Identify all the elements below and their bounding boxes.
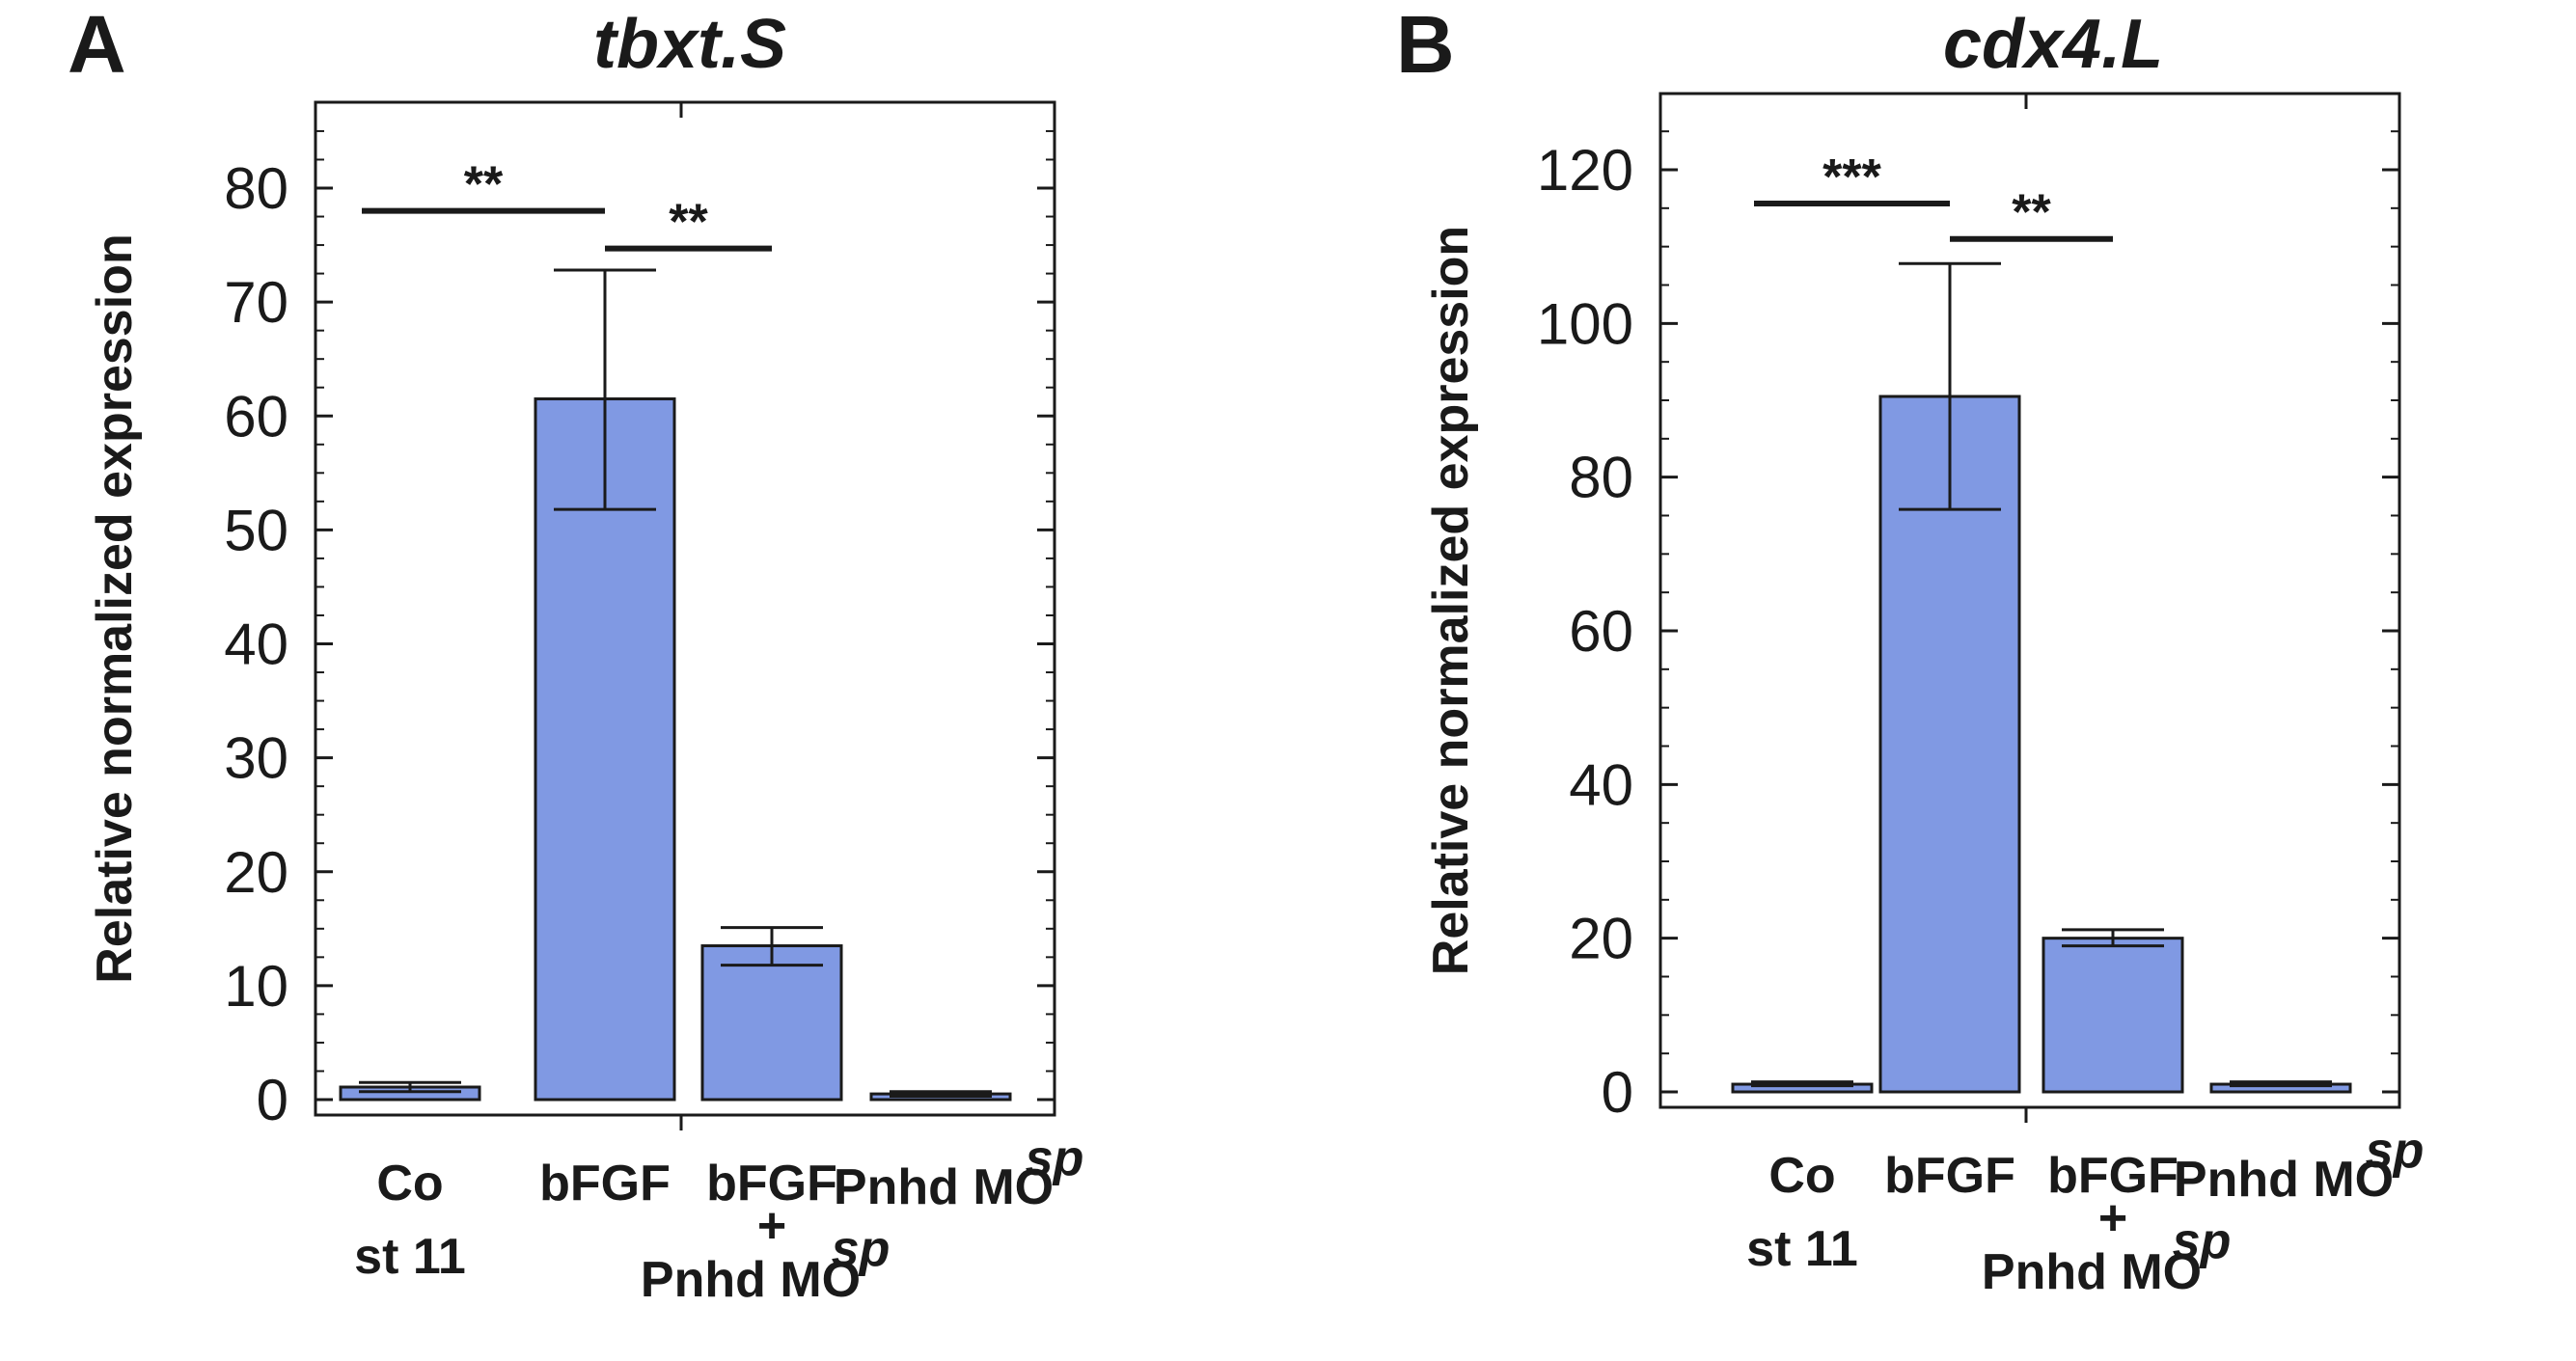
category-label: bFGF	[1884, 1148, 2015, 1204]
y-tick-label: 40	[1569, 752, 1633, 817]
chart-title: tbxt.S	[593, 6, 786, 83]
category-label: +	[757, 1198, 786, 1254]
y-tick-label: 40	[224, 612, 288, 677]
category-label: +	[2098, 1190, 2127, 1246]
y-tick-label: 80	[1569, 446, 1633, 510]
significance-label-0: ***	[1822, 150, 1881, 205]
y-tick-label: 120	[1537, 138, 1633, 203]
category-label-superscript: sp	[2173, 1213, 2232, 1269]
y-tick-label: 20	[1569, 907, 1633, 971]
category-label: bFGF	[706, 1156, 837, 1211]
chart-title: cdx4.L	[1943, 6, 2163, 83]
category-label: Pnhd MO	[641, 1252, 861, 1308]
significance-label-1: **	[2012, 185, 2051, 241]
bar-1	[1878, 395, 2021, 1094]
y-tick-label: 50	[224, 498, 288, 562]
category-label: Co	[376, 1156, 443, 1211]
category-label: Pnhd MO	[834, 1159, 1054, 1215]
y-tick-label: 0	[257, 1068, 288, 1132]
y-tick-label: 20	[224, 840, 288, 905]
category-label: bFGF	[539, 1156, 671, 1211]
y-tick-label: 80	[224, 156, 288, 221]
y-tick-label: 60	[224, 384, 288, 449]
y-tick-label: 70	[224, 270, 288, 335]
significance-label-1: **	[669, 195, 708, 251]
category-label-superscript: sp	[2366, 1123, 2425, 1179]
panel-letter: A	[68, 0, 126, 90]
y-axis-label: Relative normalized expression	[1423, 226, 1479, 975]
bar-2	[2042, 937, 2184, 1094]
category-label-superscript: sp	[832, 1221, 891, 1277]
category-label: Pnhd MO	[2174, 1152, 2394, 1208]
y-tick-label: 100	[1537, 291, 1633, 356]
bar-2	[700, 944, 843, 1102]
bar-1	[534, 397, 676, 1102]
y-tick-label: 60	[1569, 599, 1633, 664]
y-tick-label: 0	[1602, 1060, 1633, 1125]
category-label: st 11	[354, 1229, 466, 1285]
plot-frame	[1658, 92, 2401, 1109]
y-tick-label: 10	[224, 954, 288, 1019]
category-label: st 11	[1746, 1221, 1858, 1277]
category-label: Co	[1768, 1148, 1835, 1204]
panel-letter: B	[1396, 0, 1455, 90]
category-label: bFGF	[2047, 1148, 2179, 1204]
category-label: Pnhd MO	[1982, 1244, 2202, 1300]
significance-label-0: **	[464, 157, 504, 213]
category-label-superscript: sp	[1026, 1130, 1084, 1186]
y-axis-label: Relative normalized expression	[87, 233, 143, 983]
y-tick-label: 30	[224, 726, 288, 791]
plot-frame	[314, 100, 1056, 1117]
